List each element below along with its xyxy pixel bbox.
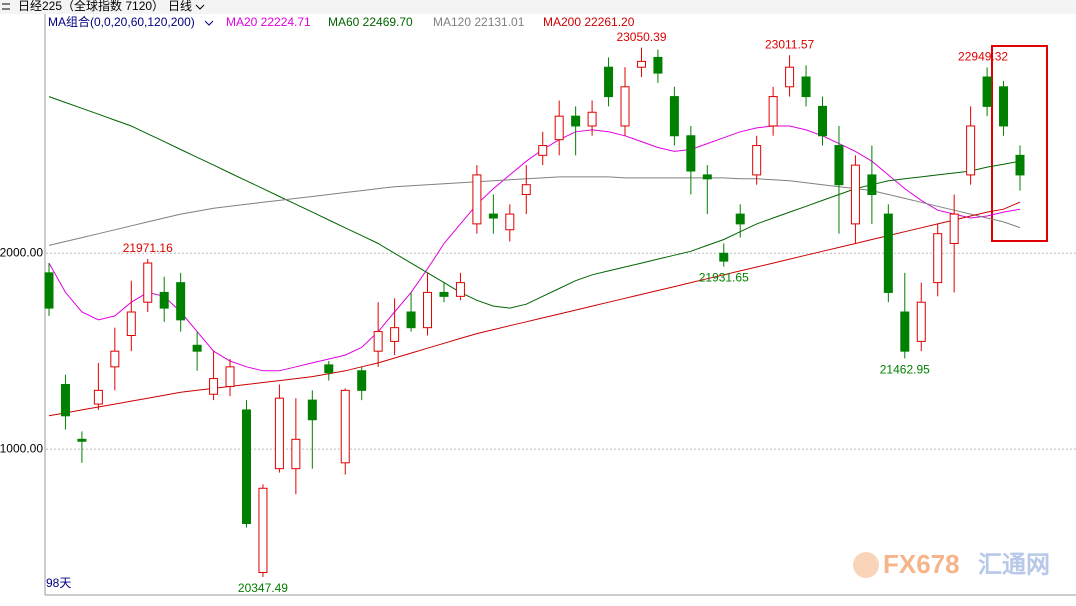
extreme-label: 21931.65 — [699, 271, 749, 285]
candle-body — [455, 282, 465, 297]
candle-body — [735, 213, 745, 225]
candle-body — [653, 56, 663, 74]
candle-body — [982, 76, 992, 107]
candle-body — [521, 184, 531, 196]
y-tick-label: 2000.00 — [0, 245, 43, 259]
header-period[interactable]: 日线 — [168, 0, 192, 13]
candle-body — [93, 389, 103, 405]
watermark-brand: FX678 — [883, 549, 960, 579]
header-bar — [0, 0, 1076, 14]
candle-body — [801, 76, 811, 98]
candle-body — [423, 291, 433, 329]
candle-body — [966, 125, 976, 176]
candle-body — [538, 145, 548, 156]
candle-body — [241, 409, 251, 525]
extreme-label: 23050.39 — [616, 30, 666, 44]
candle-body — [1015, 154, 1025, 176]
candle-body — [274, 397, 284, 470]
header-title: 日经225（全球指数 7120） — [18, 0, 164, 13]
candle-body — [850, 164, 860, 225]
watermark-name: 汇通网 — [978, 551, 1050, 578]
candle-body — [620, 86, 630, 127]
candle-body — [225, 366, 235, 387]
candle-body — [110, 350, 120, 368]
y-tick-label: 1000.00 — [0, 441, 43, 455]
candle-body — [669, 96, 679, 137]
candle-body — [752, 145, 762, 176]
candle-body — [324, 364, 334, 374]
candle-body — [192, 344, 202, 352]
candle-body — [900, 311, 910, 352]
legend-entry: MA20 22224.71 — [226, 15, 311, 29]
candle-body — [587, 111, 597, 127]
candle-body — [933, 233, 943, 284]
candle-body — [554, 115, 564, 141]
candle-body — [373, 331, 383, 352]
candle-body — [883, 213, 893, 293]
highlight-box — [991, 45, 1048, 242]
candle-body — [44, 272, 54, 309]
legend-entry: MA60 22469.70 — [328, 15, 413, 29]
candle-body — [999, 86, 1009, 127]
candle-body — [406, 311, 416, 329]
candle-body — [307, 399, 317, 421]
candle-body — [357, 370, 367, 391]
candle-body — [488, 213, 498, 219]
dropdown-arrow[interactable] — [195, 4, 205, 10]
candle-body — [867, 174, 877, 196]
candle-body — [126, 311, 136, 337]
candle-body — [258, 487, 268, 573]
candle-body — [686, 135, 696, 172]
candle-body — [390, 327, 400, 342]
ma-label: MA组合(0,0,20,60,120,200) — [48, 14, 195, 29]
candle-body — [818, 105, 828, 137]
candle-body — [209, 378, 219, 395]
extreme-label: 21462.95 — [880, 363, 930, 377]
extreme-label: 21971.16 — [123, 241, 173, 255]
candle-body — [719, 252, 729, 262]
candle-body — [768, 96, 778, 127]
extreme-label: 20347.49 — [238, 581, 288, 595]
period-count: 98天 — [46, 576, 71, 590]
dropdown-arrow[interactable] — [204, 20, 214, 26]
legend-entry: MA200 22261.20 — [543, 15, 635, 29]
candle-body — [176, 282, 186, 321]
candle-body — [291, 438, 301, 470]
candle-body — [702, 174, 712, 180]
candle-body — [949, 213, 959, 244]
candle-body — [439, 291, 449, 297]
menu-icon[interactable] — [2, 3, 10, 10]
candle-body — [143, 262, 153, 303]
candle-body — [472, 174, 482, 225]
candle-body — [159, 291, 169, 309]
candle-body — [604, 66, 614, 98]
ma-line — [48, 125, 1021, 372]
candle-body — [77, 438, 87, 442]
candle-body — [785, 66, 795, 88]
extreme-label: 22949.32 — [958, 50, 1008, 64]
candle-body — [571, 115, 581, 127]
extreme-label: 23011.57 — [765, 37, 814, 51]
candle-body — [834, 145, 844, 186]
watermark-logo — [853, 552, 879, 578]
candle-body — [636, 60, 646, 68]
candle-body — [505, 213, 515, 231]
candle-body — [916, 301, 926, 342]
legend-entry: MA120 22131.01 — [433, 15, 525, 29]
candle-body — [340, 389, 350, 464]
candle-body — [60, 383, 70, 417]
